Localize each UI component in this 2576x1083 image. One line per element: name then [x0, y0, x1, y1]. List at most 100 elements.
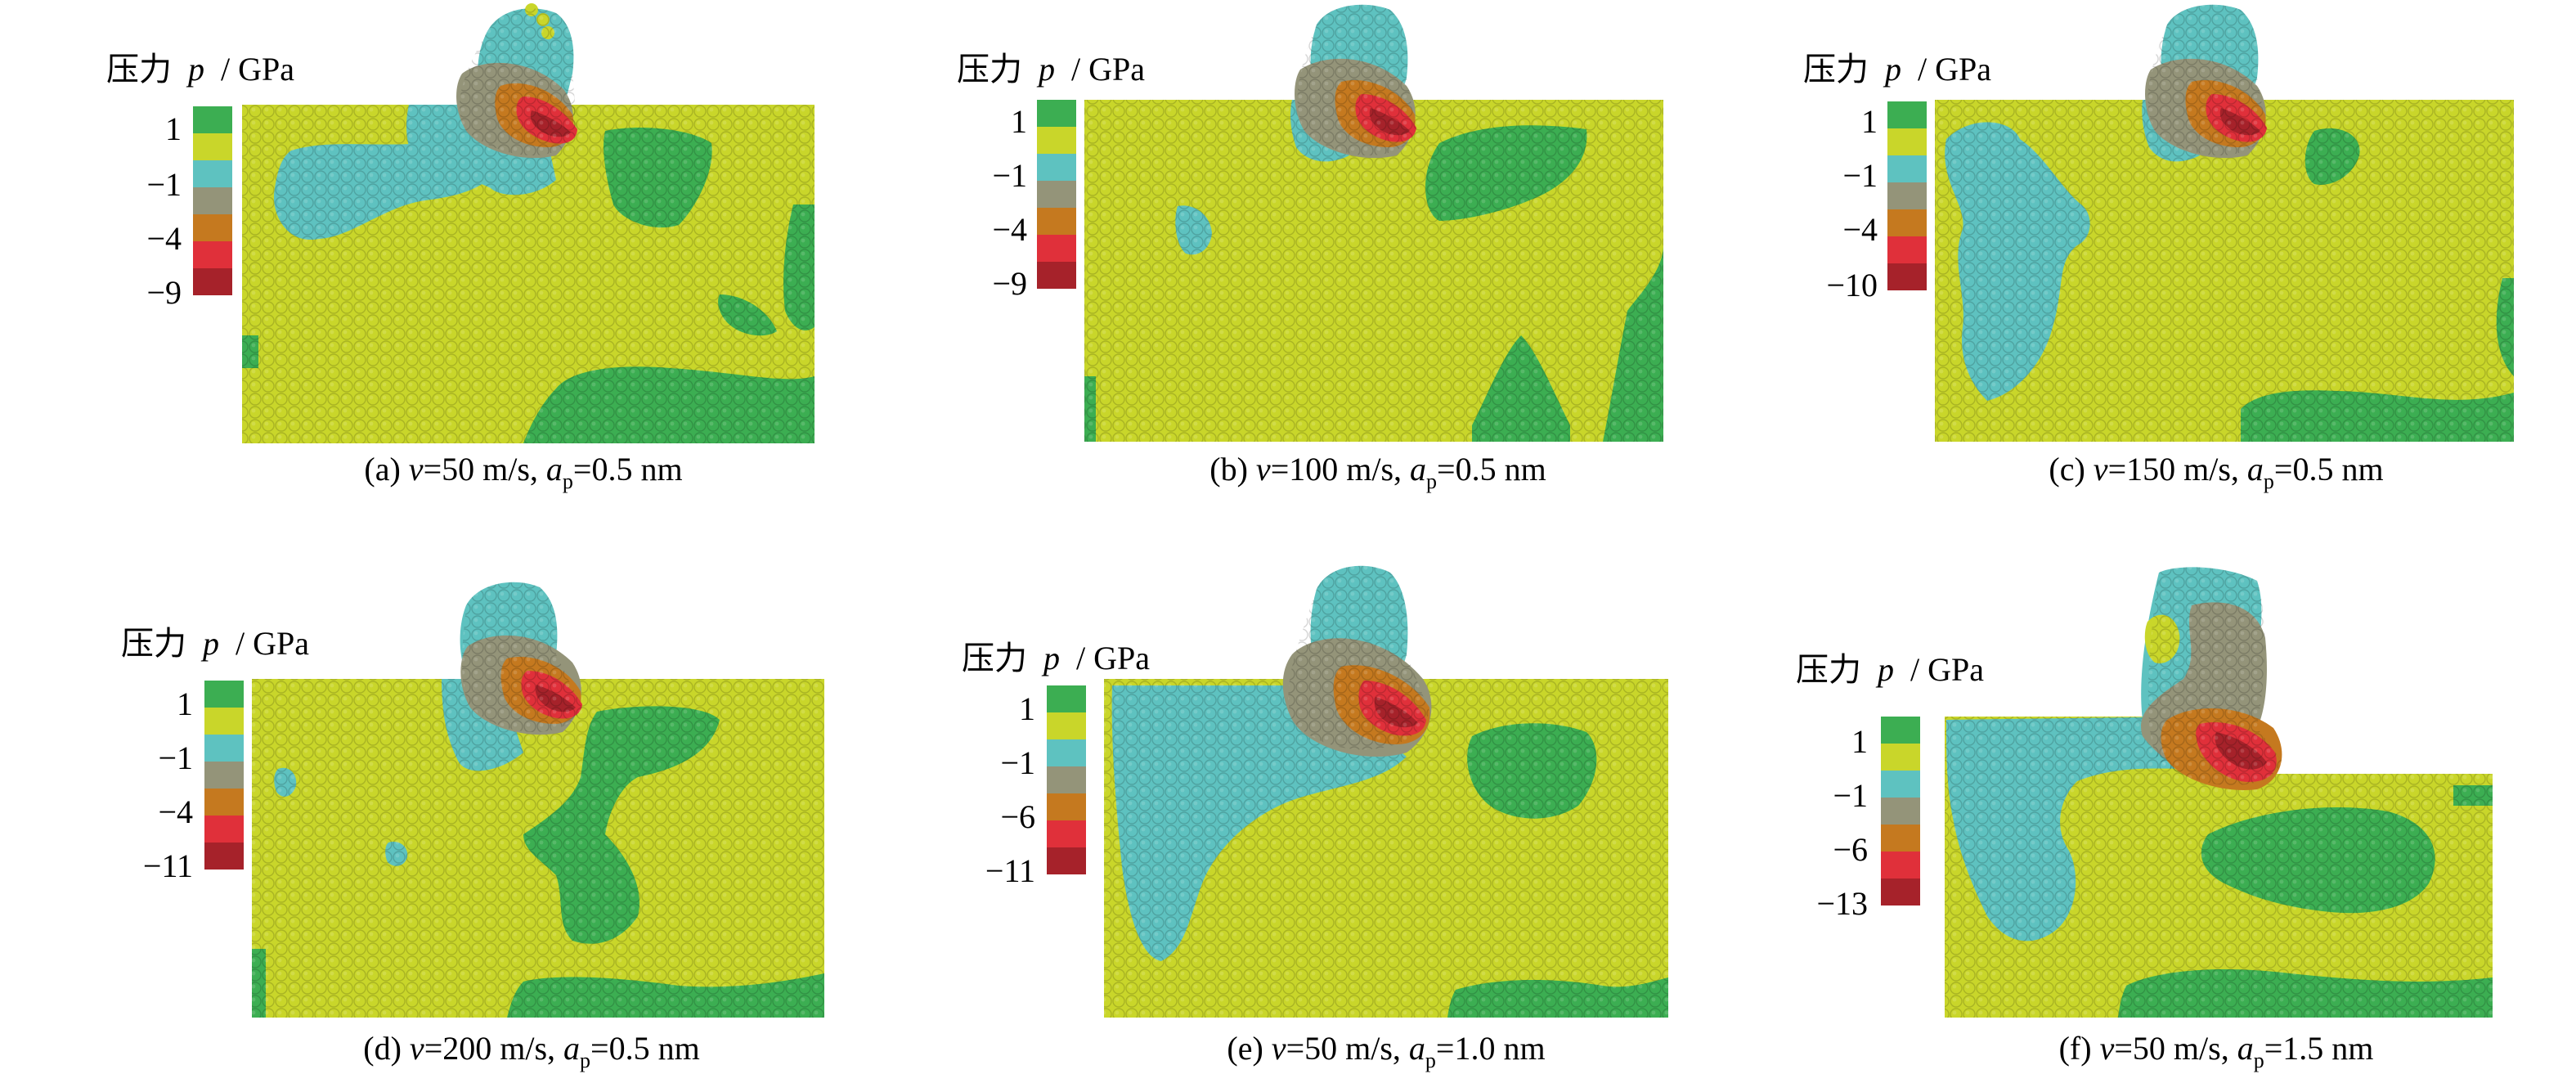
legend-title-var: p — [200, 625, 219, 662]
legend-tick: −9 — [146, 274, 182, 311]
legend-swatch-red — [1037, 235, 1076, 262]
legend-swatch-red — [1887, 236, 1927, 263]
legend-title-zh: 压力 — [1803, 51, 1869, 88]
legend-swatch-green — [1881, 717, 1920, 744]
caption-v: =50 m/s, — [2114, 1030, 2237, 1067]
caption-a: =0.5 nm — [2274, 451, 2384, 488]
legend-tick: −1 — [158, 739, 193, 776]
legend-swatch-orange — [1881, 825, 1920, 852]
legend-swatch-darkred — [1047, 847, 1086, 874]
legend-title-unit: / GPa — [1071, 51, 1145, 88]
legend-title-var: p — [1875, 651, 1894, 688]
caption-v: =100 m/s, — [1271, 451, 1410, 488]
panel-caption-f: (f) v=50 m/s, ap=1.5 nm — [2059, 1030, 2374, 1072]
legend-tick: −6 — [1000, 798, 1035, 835]
caption-label: (b) — [1209, 451, 1256, 488]
legend-swatch-yellow — [1037, 127, 1076, 154]
legend-title-var: p — [1041, 640, 1060, 676]
legend-tick: −4 — [1842, 211, 1878, 248]
legend-title-unit: / GPa — [1910, 651, 1984, 688]
legend-title-b: 压力 p / GPa — [957, 51, 1145, 88]
legend-swatch-darkred — [204, 843, 244, 870]
panel-d: 压力 p / GPa 1 −1 −4 −11 (d) v=200 m/s, ap… — [121, 582, 824, 1072]
caption-v-symbol: v — [2094, 451, 2108, 488]
caption-v-symbol: v — [410, 1030, 424, 1067]
caption-v-symbol: v — [1272, 1030, 1286, 1067]
legend-swatch-darkred — [1037, 262, 1076, 289]
legend-swatch-orange — [1047, 793, 1086, 820]
legend-tick: −10 — [1826, 267, 1878, 303]
legend-swatch-red — [1881, 852, 1920, 879]
legend-swatch-gray — [1037, 181, 1076, 208]
legend-swatch-gray — [193, 187, 232, 214]
caption-v: =50 m/s, — [1286, 1030, 1409, 1067]
caption-a: =0.5 nm — [590, 1030, 700, 1067]
legend-swatch-gray — [1887, 182, 1927, 209]
legend-title-unit: / GPa — [1918, 51, 1991, 88]
legend-tick: −1 — [992, 157, 1027, 194]
legend-swatch-yellow — [1881, 744, 1920, 771]
legend-swatch-gray — [1881, 798, 1920, 825]
legend-swatch-orange — [193, 214, 232, 241]
caption-a-subscript: p — [2264, 470, 2274, 493]
caption-v-symbol: v — [409, 451, 424, 488]
caption-label: (a) — [364, 451, 408, 488]
legend-swatch-orange — [1887, 209, 1927, 236]
workpiece-atom-texture — [2190, 774, 2493, 1018]
legend-title-var: p — [1036, 51, 1055, 88]
legend-swatch-red — [193, 241, 232, 268]
caption-v-symbol: v — [1256, 451, 1271, 488]
legend-tick: 1 — [177, 685, 193, 722]
legend-swatch-red — [1047, 820, 1086, 847]
legend-swatch-darkred — [1881, 879, 1920, 905]
legend-title-var: p — [1883, 51, 1901, 88]
caption-a-symbol: a — [546, 451, 563, 488]
legend-title-d: 压力 p / GPa — [121, 625, 309, 662]
panel-caption-a: (a) v=50 m/s, ap=0.5 nm — [364, 451, 682, 493]
tool-atom-texture — [1297, 4, 1416, 156]
legend-swatch-yellow — [204, 708, 244, 735]
panel-caption-d: (d) v=200 m/s, ap=0.5 nm — [363, 1030, 699, 1072]
legend-swatch-green — [1047, 685, 1086, 712]
tool-atom-texture — [1288, 565, 1429, 750]
legend-tick: 1 — [1861, 103, 1878, 140]
caption-label: (e) — [1227, 1030, 1271, 1067]
legend-title-zh: 压力 — [1796, 651, 1861, 688]
caption-a-symbol: a — [1410, 451, 1426, 488]
legend-swatch-darkred — [193, 268, 232, 295]
legend-title-c: 压力 p / GPa — [1803, 51, 1991, 88]
legend-title-zh: 压力 — [121, 625, 186, 662]
legend-title-unit: / GPa — [221, 51, 294, 88]
panel-b: 压力 p / GPa 1 −1 −4 −9 (b) v=100 m/s, ap=… — [957, 4, 1663, 493]
tool-b — [1295, 4, 1416, 159]
tool-atom-texture — [2147, 4, 2267, 156]
caption-v: =150 m/s, — [2108, 451, 2247, 488]
legend-tick: 1 — [1011, 103, 1027, 140]
legend-tick: −1 — [146, 166, 182, 203]
legend-swatch-green — [193, 106, 232, 133]
legend-title-a: 压力 p / GPa — [106, 51, 294, 88]
workpiece-atom-texture — [1945, 717, 2190, 1018]
tool-atom-texture — [460, 8, 577, 155]
panel-caption-c: (c) v=150 m/s, ap=0.5 nm — [2049, 451, 2383, 493]
legend-title-e: 压力 p / GPa — [962, 640, 1150, 676]
panel-caption-b: (b) v=100 m/s, ap=0.5 nm — [1209, 451, 1546, 493]
tool-c — [2145, 4, 2267, 159]
legend-tick: −11 — [143, 847, 193, 884]
legend-title-f: 压力 p / GPa — [1796, 651, 1984, 688]
panel-e: 压力 p / GPa 1 −1 −6 −11 (e) v=50 m/s, ap=… — [962, 565, 1668, 1072]
caption-a-subscript: p — [580, 1049, 590, 1072]
caption-a-symbol: a — [1409, 1030, 1425, 1067]
legend-swatch-cyan — [1887, 155, 1927, 182]
legend-swatch-yellow — [1887, 128, 1927, 155]
legend-swatch-gray — [1047, 766, 1086, 793]
legend-swatch-yellow — [1047, 712, 1086, 739]
legend-swatch-green — [1887, 101, 1927, 128]
caption-v: =200 m/s, — [424, 1030, 563, 1067]
legend-swatch-darkred — [1887, 263, 1927, 290]
legend-swatch-cyan — [204, 735, 244, 762]
tool-e — [1282, 565, 1432, 757]
caption-a: =0.5 nm — [1437, 451, 1546, 488]
caption-a-subscript: p — [563, 470, 573, 493]
legend-tick: −6 — [1833, 831, 1868, 868]
